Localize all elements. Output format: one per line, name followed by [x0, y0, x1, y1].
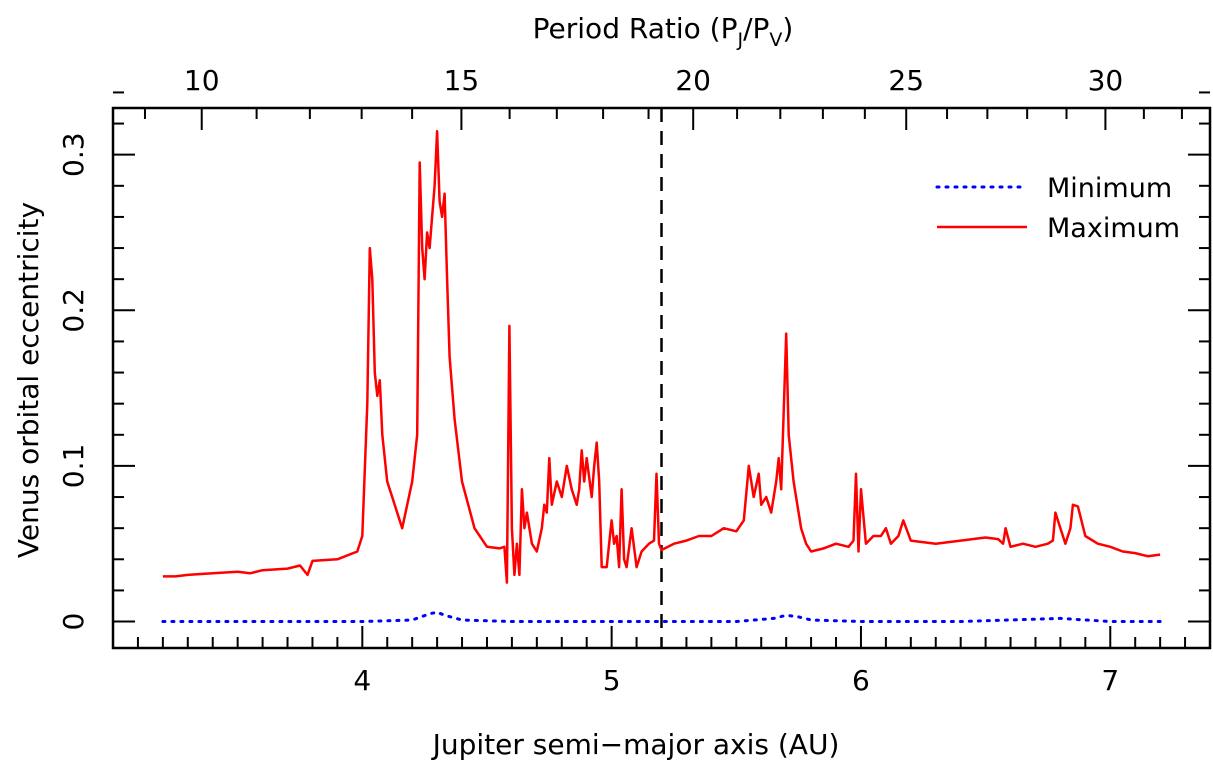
top-tick-label: 10 — [184, 64, 220, 97]
legend-label: Maximum — [1047, 213, 1180, 244]
y-tick-label: 0.2 — [57, 288, 90, 333]
top-tick-label: 30 — [1088, 64, 1124, 97]
y-tick-label: 0.1 — [57, 444, 90, 489]
top-axis-label: Period Ratio (PJ/PV) — [533, 12, 794, 51]
top-tick-label: 25 — [888, 64, 924, 97]
top-tick-label: 20 — [675, 64, 711, 97]
top-axis-label-sub1: J — [736, 29, 743, 51]
legend-label: Minimum — [1047, 173, 1172, 204]
series-group — [161, 108, 1162, 648]
legend: Minimum Maximum — [935, 173, 1180, 244]
x-tick-label: 7 — [1101, 664, 1119, 697]
series-line-minimum — [161, 610, 1162, 623]
x-axis-label: Jupiter semi−major axis (AU) — [431, 728, 840, 761]
top-axis-label-mid: /P — [743, 12, 769, 45]
y-tick-label: 0 — [57, 613, 90, 631]
y-tick-label: 0.3 — [57, 132, 90, 177]
top-axis-label-prefix: Period Ratio (P — [533, 12, 738, 45]
x-tick-label: 4 — [353, 664, 371, 697]
x-tick-label: 6 — [852, 664, 870, 697]
top-tick-label: 15 — [444, 64, 480, 97]
ticks-group: 4 5 6 7 0 0.1 0.2 0.3 10 15 20 25 30 — [57, 64, 1211, 697]
top-axis-label-suffix: ) — [782, 12, 793, 45]
top-axis-label-sub2: V — [769, 29, 782, 51]
series-line-maximum — [162, 130, 1161, 584]
x-tick-label: 5 — [603, 664, 621, 697]
y-axis-label: Venus orbital eccentricity — [12, 202, 45, 558]
